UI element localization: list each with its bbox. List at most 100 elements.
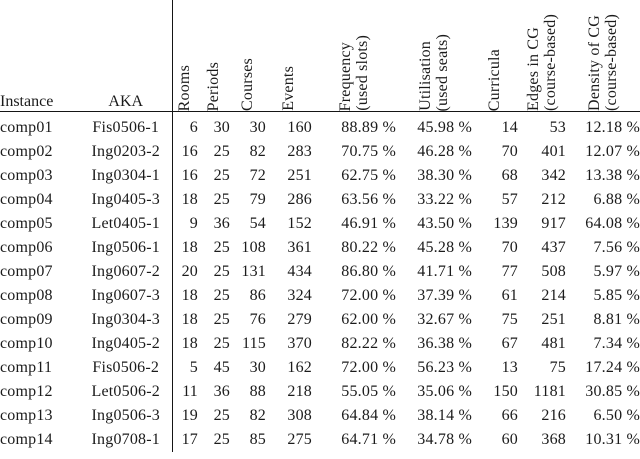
- cell-aka: Let0506-2: [91, 383, 160, 400]
- table-row: comp08 Ing0607-3 18 25 86 324 72.00 % 37.39 % 61…: [0, 284, 640, 308]
- table-row: comp10 Ing0405-2 18 25 115 370 82.22 % 36.38 % 6…: [0, 332, 640, 356]
- cell-frequency: 46.91 %: [341, 215, 396, 232]
- cell-rooms: 18: [171, 236, 198, 260]
- cell-events: 162: [287, 359, 312, 376]
- cell-density-of-cg: 5.85 %: [593, 287, 640, 304]
- cell-curricula: 67: [501, 335, 518, 352]
- cell-edges-in-cg: 251: [541, 311, 566, 328]
- cell-utilisation: 45.28 %: [417, 239, 472, 256]
- cell-curricula: 68: [501, 167, 518, 184]
- cell-density-of-cg: 6.88 %: [593, 191, 640, 208]
- cell-density-of-cg: 12.07 %: [585, 143, 640, 160]
- header-row: Instance AKA Rooms Periods Courses Event…: [0, 0, 640, 112]
- cell-density-of-cg: 7.56 %: [593, 239, 640, 256]
- cell-density-of-cg: 5.97 %: [593, 263, 640, 280]
- table-row: comp07 Ing0607-2 20 25 131 434 86.80 % 41.71 % 7…: [0, 260, 640, 284]
- cell-events: 279: [287, 311, 312, 328]
- cell-courses: 30: [249, 119, 266, 136]
- cell-courses: 82: [249, 143, 266, 160]
- cell-frequency: 62.00 %: [341, 311, 396, 328]
- cell-aka: Let0405-1: [91, 215, 160, 232]
- cell-edges-in-cg: 481: [541, 335, 566, 352]
- cell-frequency: 64.84 %: [341, 407, 396, 424]
- col-header-frequency-label: Frequency: [336, 41, 354, 111]
- cell-aka: Fis0506-1: [92, 119, 160, 136]
- cell-curricula: 139: [493, 215, 518, 232]
- col-header-aka: AKA: [80, 0, 172, 112]
- cell-aka: Ing0405-2: [91, 335, 160, 352]
- table-row: comp13 Ing0506-3 19 25 82 308 64.84 % 38.14 % 66…: [0, 404, 640, 428]
- cell-edges-in-cg: 53: [549, 119, 566, 136]
- table-row: comp12 Let0506-2 11 36 88 218 55.05 % 35.06 % 15…: [0, 380, 640, 404]
- cell-utilisation: 37.39 %: [417, 287, 472, 304]
- col-header-density-of-cg-sublabel: (course-based): [602, 14, 620, 111]
- cell-courses: 115: [241, 335, 266, 352]
- col-header-utilisation-label: Utilisation: [416, 41, 434, 111]
- cell-aka: Fis0506-2: [92, 359, 160, 376]
- cell-periods: 25: [213, 167, 230, 184]
- cell-edges-in-cg: 214: [541, 287, 566, 304]
- col-header-instance: Instance: [0, 0, 80, 112]
- cell-events: 160: [287, 119, 312, 136]
- cell-utilisation: 38.30 %: [417, 167, 472, 184]
- col-header-instance-label: Instance: [0, 93, 54, 110]
- cell-edges-in-cg: 508: [541, 263, 566, 280]
- col-header-events: Events: [266, 0, 312, 112]
- cell-rooms: 17: [171, 428, 198, 452]
- cell-aka: Ing0607-3: [91, 287, 160, 304]
- cell-curricula: 61: [501, 287, 518, 304]
- col-header-periods-label: Periods: [205, 61, 222, 111]
- table-row: comp14 Ing0708-1 17 25 85 275 64.71 % 34.78 % 60…: [0, 428, 640, 452]
- col-header-events-label: Events: [280, 66, 297, 111]
- col-header-rooms: Rooms: [171, 0, 198, 112]
- cell-rooms: 18: [171, 188, 198, 212]
- cell-events: 283: [287, 143, 312, 160]
- table-row: comp03 Ing0304-1 16 25 72 251 62.75 % 38.30 % 68…: [0, 164, 640, 188]
- cell-density-of-cg: 10.31 %: [585, 431, 640, 448]
- cell-periods: 25: [213, 287, 230, 304]
- cell-instance: comp03: [0, 167, 53, 184]
- cell-utilisation: 33.22 %: [417, 191, 472, 208]
- cell-instance: comp10: [0, 335, 53, 352]
- cell-edges-in-cg: 368: [541, 431, 566, 448]
- cell-frequency: 72.00 %: [341, 287, 396, 304]
- cell-rooms: 18: [171, 308, 198, 332]
- cell-events: 218: [287, 383, 312, 400]
- cell-curricula: 75: [501, 311, 518, 328]
- cell-aka: Ing0203-2: [91, 143, 160, 160]
- cell-rooms: 20: [171, 260, 198, 284]
- cell-utilisation: 41.71 %: [417, 263, 472, 280]
- cell-curricula: 77: [501, 263, 518, 280]
- cell-aka: Ing0708-1: [91, 431, 160, 448]
- col-header-rooms-label: Rooms: [176, 64, 194, 111]
- col-header-density-of-cg: Density of CG (course-based): [566, 0, 640, 112]
- cell-aka: Ing0506-1: [91, 239, 160, 256]
- cell-curricula: 150: [493, 383, 518, 400]
- cell-utilisation: 35.06 %: [417, 383, 472, 400]
- cell-density-of-cg: 12.18 %: [585, 119, 640, 136]
- cell-aka: Ing0304-3: [91, 311, 160, 328]
- cell-periods: 36: [213, 215, 230, 232]
- cell-curricula: 70: [501, 143, 518, 160]
- col-header-frequency: Frequency (used slots): [312, 0, 396, 112]
- cell-frequency: 63.56 %: [341, 191, 396, 208]
- cell-events: 251: [287, 167, 312, 184]
- cell-edges-in-cg: 401: [541, 143, 566, 160]
- cell-density-of-cg: 64.08 %: [585, 215, 640, 232]
- cell-edges-in-cg: 437: [541, 239, 566, 256]
- cell-edges-in-cg: 342: [541, 167, 566, 184]
- table-row: comp05 Let0405-1 9 36 54 152 46.91 % 43.50 % 139…: [0, 212, 640, 236]
- cell-density-of-cg: 7.34 %: [593, 335, 640, 352]
- cell-edges-in-cg: 1181: [533, 383, 566, 400]
- cell-density-of-cg: 13.38 %: [585, 167, 640, 184]
- cell-courses: 76: [249, 311, 266, 328]
- cell-frequency: 64.71 %: [341, 431, 396, 448]
- cell-frequency: 80.22 %: [341, 239, 396, 256]
- cell-periods: 30: [213, 119, 230, 136]
- cell-frequency: 82.22 %: [341, 335, 396, 352]
- cell-utilisation: 43.50 %: [417, 215, 472, 232]
- cell-instance: comp02: [0, 143, 53, 160]
- cell-utilisation: 45.98 %: [417, 119, 472, 136]
- cell-periods: 25: [213, 311, 230, 328]
